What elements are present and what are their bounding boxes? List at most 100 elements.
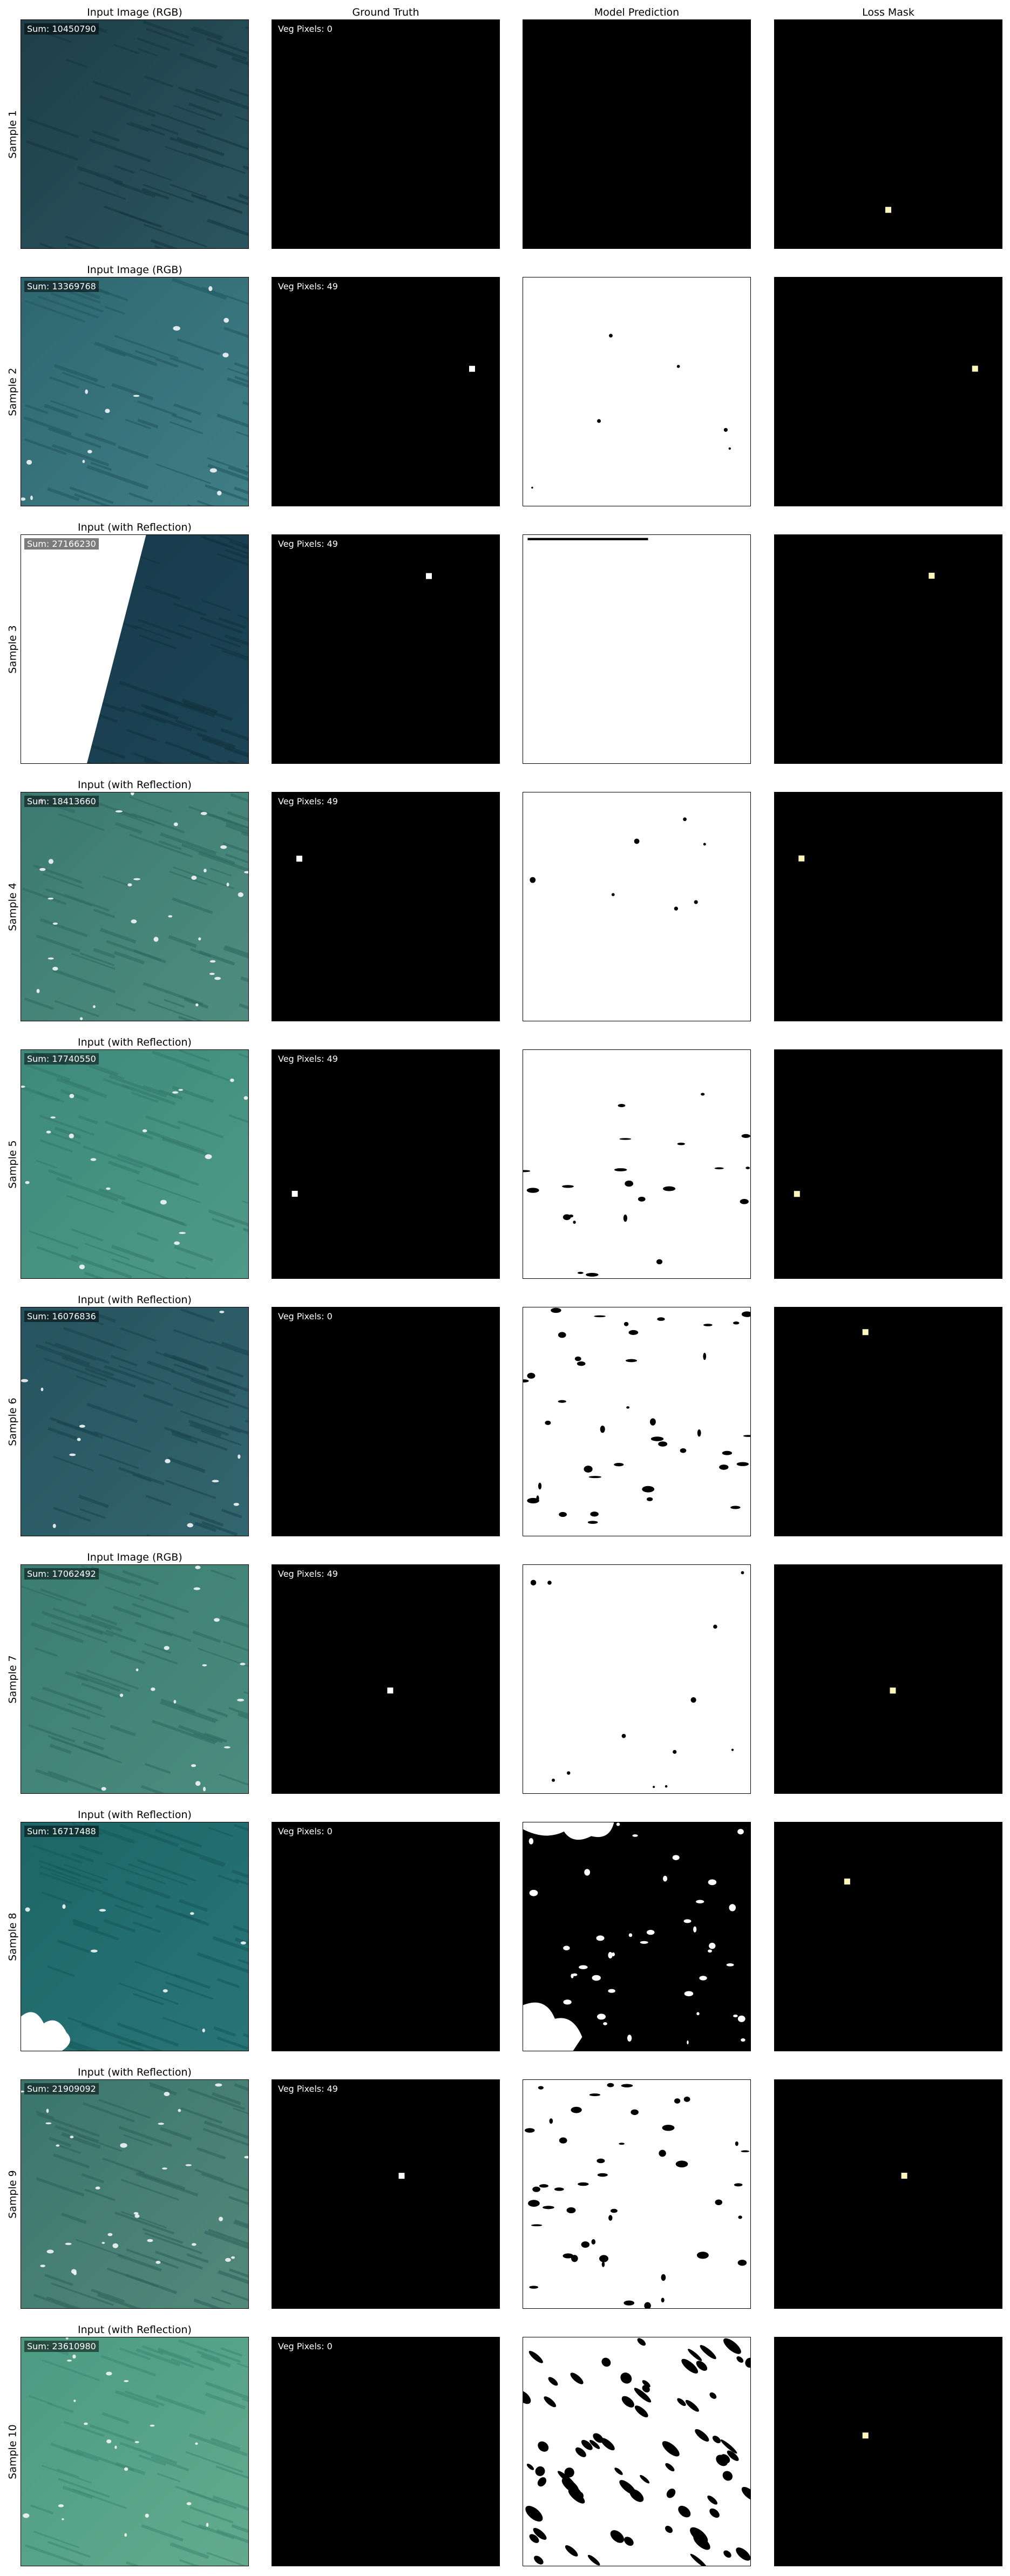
pixel-sum-label: Sum: 17062492 bbox=[24, 1568, 99, 1580]
ground-truth-render bbox=[272, 277, 499, 506]
pixel-sum-label: Sum: 18413660 bbox=[24, 796, 99, 807]
ground-truth-mask: Veg Pixels: 0 bbox=[272, 1307, 500, 1536]
model-prediction-mask bbox=[523, 19, 751, 249]
loss-marker bbox=[972, 365, 978, 372]
column-title-loss-mask: Loss Mask bbox=[862, 6, 914, 18]
vegetation-marker bbox=[296, 856, 302, 862]
row-label: Sample 8 bbox=[6, 1912, 18, 1961]
input-panel-title: Input (with Reflection) bbox=[78, 779, 192, 791]
pixel-sum-label: Sum: 13369768 bbox=[24, 281, 99, 292]
input-image-render bbox=[21, 1307, 248, 1536]
ground-truth-render bbox=[272, 792, 499, 1021]
loss-mask-render bbox=[774, 792, 1002, 1021]
ground-truth-mask: Veg Pixels: 49 bbox=[272, 277, 500, 506]
input-image-render bbox=[21, 2337, 248, 2566]
model-prediction-mask bbox=[523, 1822, 751, 2051]
row-label: Sample 4 bbox=[6, 882, 18, 931]
input-image: Sum: 13369768 bbox=[21, 277, 249, 506]
prediction-render bbox=[523, 20, 750, 248]
column-title-prediction: Model Prediction bbox=[594, 6, 680, 18]
loss-mask bbox=[774, 1822, 1002, 2051]
input-panel-title: Input (with Reflection) bbox=[78, 2324, 192, 2336]
loss-marker bbox=[794, 1191, 800, 1197]
vegetation-marker bbox=[469, 365, 475, 372]
row-label: Sample 3 bbox=[6, 625, 18, 674]
row-label: Sample 5 bbox=[6, 1140, 18, 1189]
row-label: Sample 6 bbox=[6, 1397, 18, 1446]
input-image: Sum: 10450790 bbox=[21, 19, 249, 249]
loss-mask bbox=[774, 277, 1002, 506]
pixel-sum-label: Sum: 27166230 bbox=[24, 538, 99, 550]
loss-mask-render bbox=[774, 1564, 1002, 1794]
ground-truth-render bbox=[272, 1822, 499, 2051]
input-panel-title: Input Image (RGB) bbox=[87, 1551, 182, 1563]
vegetation-marker bbox=[398, 2173, 405, 2179]
pixel-sum-label: Sum: 10450790 bbox=[24, 23, 99, 35]
loss-mask-render bbox=[774, 1307, 1002, 1536]
input-image: Sum: 16717488 bbox=[21, 1822, 249, 2051]
veg-pixels-label: Veg Pixels: 0 bbox=[278, 1311, 333, 1321]
row-label: Sample 2 bbox=[6, 367, 18, 416]
loss-marker bbox=[928, 572, 935, 579]
loss-marker bbox=[901, 2172, 907, 2179]
prediction-render bbox=[523, 2337, 750, 2566]
input-image: Sum: 17062492 bbox=[21, 1564, 249, 1794]
pixel-sum-label: Sum: 17740550 bbox=[24, 1053, 99, 1065]
input-image: Sum: 18413660 bbox=[21, 792, 249, 1021]
loss-mask-render bbox=[774, 277, 1002, 506]
model-prediction-mask bbox=[523, 277, 751, 506]
loss-mask bbox=[774, 1049, 1002, 1279]
input-image: Sum: 21909092 bbox=[21, 2079, 249, 2309]
input-panel-title: Input (with Reflection) bbox=[78, 1036, 192, 1048]
model-prediction-mask bbox=[523, 1049, 751, 1279]
prediction-render bbox=[523, 277, 750, 506]
veg-pixels-label: Veg Pixels: 49 bbox=[278, 2084, 338, 2094]
vegetation-marker bbox=[292, 1190, 298, 1197]
input-image-render bbox=[21, 1565, 248, 1793]
loss-marker bbox=[844, 1878, 850, 1885]
pixel-sum-label: Sum: 23610980 bbox=[24, 2341, 99, 2352]
ground-truth-render bbox=[272, 20, 499, 248]
veg-pixels-label: Veg Pixels: 0 bbox=[278, 24, 333, 34]
ground-truth-mask: Veg Pixels: 0 bbox=[272, 19, 500, 249]
model-prediction-mask bbox=[523, 1307, 751, 1536]
loss-marker bbox=[798, 855, 805, 862]
input-image-render bbox=[21, 277, 248, 506]
prediction-render bbox=[523, 1050, 750, 1278]
veg-pixels-label: Veg Pixels: 0 bbox=[278, 1826, 333, 1836]
input-image: Sum: 27166230 bbox=[21, 534, 249, 764]
vegetation-marker bbox=[387, 1687, 394, 1694]
ground-truth-render bbox=[272, 1565, 499, 1793]
prediction-render bbox=[523, 1565, 750, 1793]
input-image-render bbox=[21, 1050, 248, 1278]
ground-truth-render bbox=[272, 2337, 499, 2566]
ground-truth-mask: Veg Pixels: 49 bbox=[272, 1564, 500, 1794]
ground-truth-mask: Veg Pixels: 0 bbox=[272, 1822, 500, 2051]
veg-pixels-label: Veg Pixels: 0 bbox=[278, 2341, 333, 2351]
loss-marker bbox=[862, 2432, 869, 2439]
loss-mask bbox=[774, 2079, 1002, 2309]
input-panel-title: Input (with Reflection) bbox=[78, 1294, 192, 1306]
ground-truth-render bbox=[272, 535, 499, 763]
loss-mask-render bbox=[774, 2337, 1002, 2566]
model-prediction-mask bbox=[523, 534, 751, 764]
row-label: Sample 10 bbox=[6, 2424, 18, 2479]
model-prediction-mask bbox=[523, 792, 751, 1021]
veg-pixels-label: Veg Pixels: 49 bbox=[278, 1569, 338, 1579]
row-label: Sample 9 bbox=[6, 2170, 18, 2219]
ground-truth-render bbox=[272, 2080, 499, 2308]
veg-pixels-label: Veg Pixels: 49 bbox=[278, 1054, 338, 1064]
ground-truth-mask: Veg Pixels: 0 bbox=[272, 2337, 500, 2566]
veg-pixels-label: Veg Pixels: 49 bbox=[278, 539, 338, 549]
input-image: Sum: 17740550 bbox=[21, 1049, 249, 1279]
loss-mask bbox=[774, 1307, 1002, 1536]
loss-mask bbox=[774, 1564, 1002, 1794]
veg-pixels-label: Veg Pixels: 49 bbox=[278, 796, 338, 806]
loss-mask-render bbox=[774, 2079, 1002, 2309]
loss-marker bbox=[862, 1329, 869, 1336]
loss-marker bbox=[890, 1687, 896, 1694]
loss-marker bbox=[885, 207, 891, 213]
loss-mask-render bbox=[774, 1049, 1002, 1279]
pixel-sum-label: Sum: 21909092 bbox=[24, 2083, 99, 2094]
input-image: Sum: 16076836 bbox=[21, 1307, 249, 1536]
